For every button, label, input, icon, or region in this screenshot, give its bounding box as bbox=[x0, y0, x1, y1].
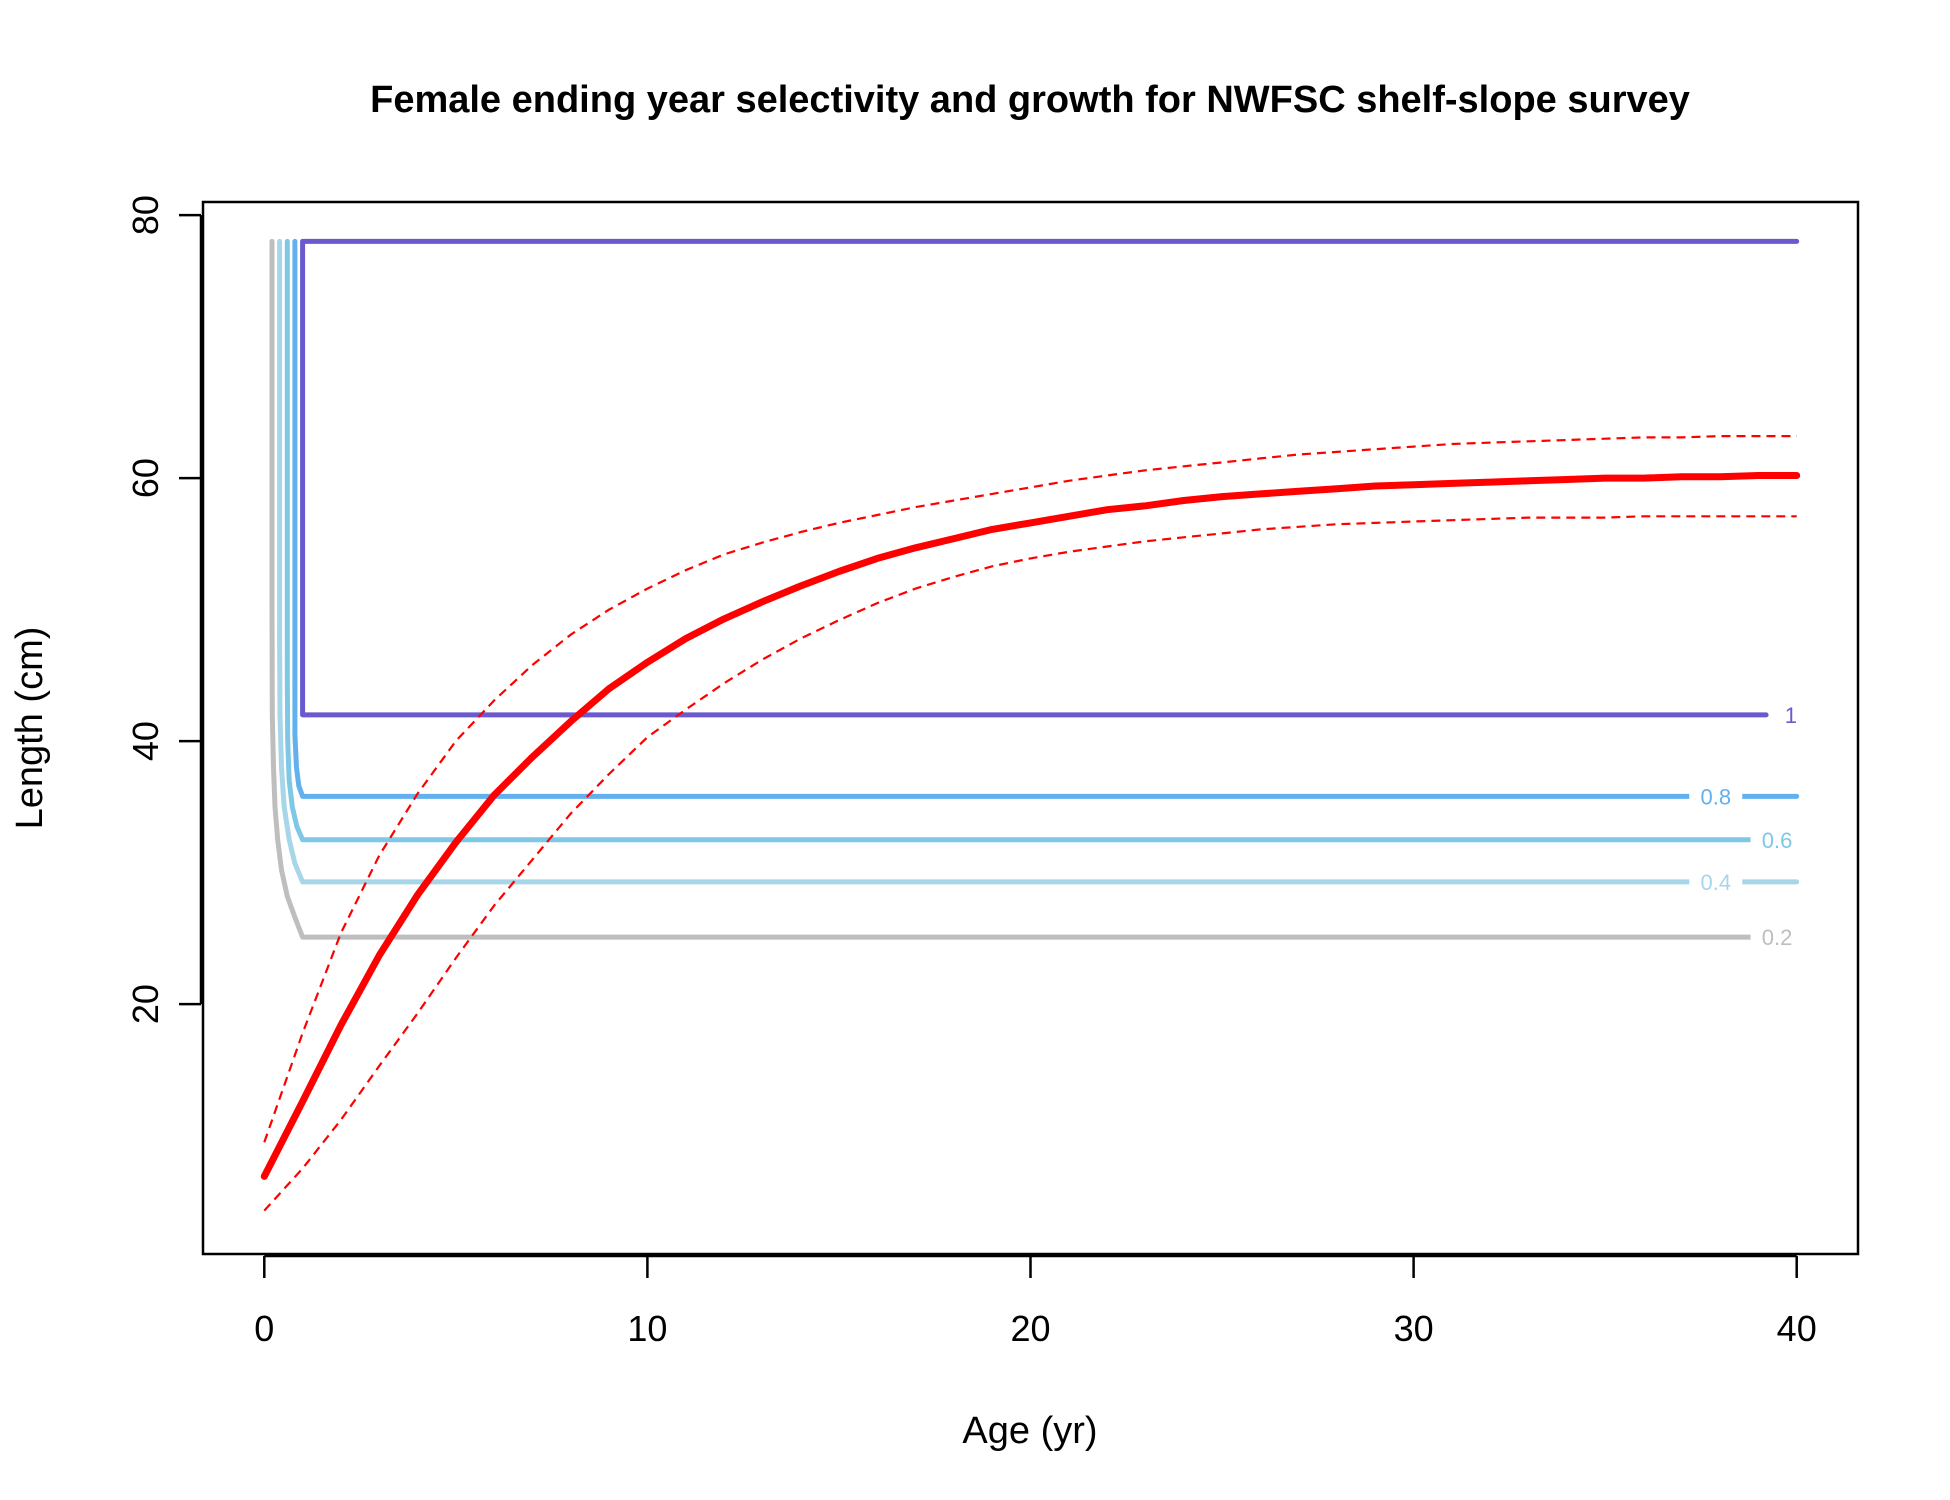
x-tick-label: 40 bbox=[1777, 1308, 1817, 1349]
contour-label-background bbox=[1750, 922, 1804, 953]
x-tick-label: 20 bbox=[1010, 1308, 1050, 1349]
x-axis: 0 10 20 30 40 bbox=[254, 1254, 1817, 1349]
chart-title: Female ending year selectivity and growt… bbox=[370, 79, 1690, 121]
selectivity-contour-1 bbox=[300, 238, 1800, 718]
contour-label-0-4: 0.4 bbox=[1700, 870, 1731, 895]
y-axis: 20 40 60 80 bbox=[125, 195, 203, 1024]
plot-frame bbox=[201, 200, 1860, 1256]
selectivity-contour-labels: 0.2 0.4 0.6 0.8 1 bbox=[1689, 699, 1805, 953]
selectivity-contour-0-8 bbox=[292, 238, 1800, 799]
x-tick-label: 0 bbox=[254, 1308, 274, 1349]
selectivity-contour-0-4 bbox=[277, 238, 1800, 885]
contour-label-0-2: 0.2 bbox=[1762, 925, 1793, 950]
growth-lower-bound bbox=[263, 515, 1797, 1212]
contour-label-background bbox=[1689, 781, 1743, 812]
y-tick-label: 40 bbox=[125, 721, 166, 761]
growth-mean-curve bbox=[260, 472, 1801, 1180]
growth-upper-bound bbox=[263, 435, 1797, 1143]
growth-curves bbox=[260, 435, 1801, 1212]
selectivity-contours bbox=[269, 238, 1800, 940]
y-tick-label: 20 bbox=[125, 984, 166, 1024]
y-axis-title: Length (cm) bbox=[9, 627, 51, 830]
y-tick-label: 80 bbox=[125, 195, 166, 235]
x-axis-title: Age (yr) bbox=[962, 1410, 1097, 1452]
contour-label-0-6: 0.6 bbox=[1762, 828, 1793, 853]
selectivity-contour-0-6 bbox=[284, 238, 1758, 843]
contour-label-background bbox=[1777, 699, 1805, 730]
contour-label-background bbox=[1750, 824, 1804, 855]
x-tick-label: 30 bbox=[1394, 1308, 1434, 1349]
selectivity-contour-0-2 bbox=[269, 238, 1758, 940]
y-tick-label: 60 bbox=[125, 458, 166, 498]
contour-label-0-8: 0.8 bbox=[1700, 784, 1731, 809]
contour-label-background bbox=[1689, 866, 1743, 897]
x-tick-label: 10 bbox=[627, 1308, 667, 1349]
contour-label-1: 1 bbox=[1785, 703, 1797, 728]
